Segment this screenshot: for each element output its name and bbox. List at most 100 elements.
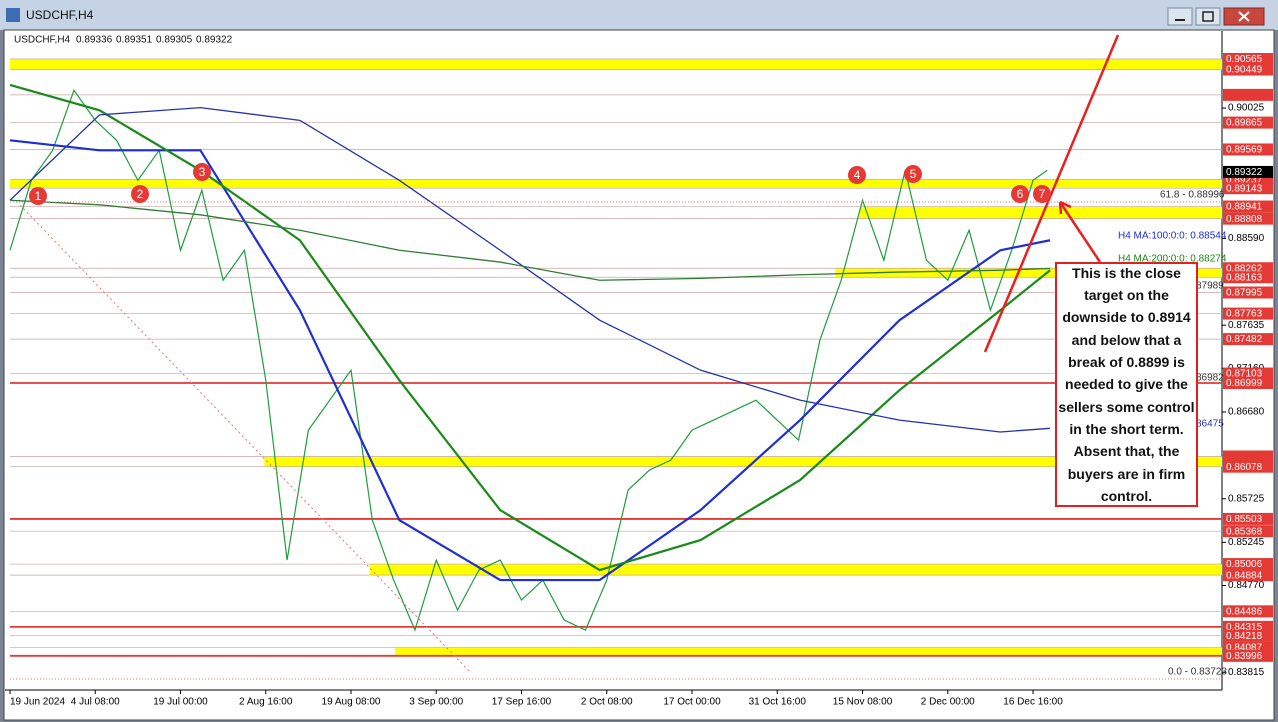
markers: 1 2 3 4 5 6 7 — [29, 163, 1051, 205]
marker-circle — [1011, 185, 1029, 203]
support-zone — [395, 647, 1222, 656]
y-tick-label: 0.85725 — [1228, 493, 1265, 504]
marker-label: 6 — [1017, 187, 1024, 201]
window-buttons[interactable] — [1167, 7, 1265, 26]
level-label: 0.87482 — [1226, 334, 1263, 345]
annotation-box: This is the close target on the downside… — [1055, 262, 1198, 507]
level-label-box — [1223, 569, 1273, 582]
level-label: 0.89143 — [1226, 183, 1263, 194]
level-label: 0.88941 — [1226, 202, 1263, 213]
edge-label: 86982 — [1196, 373, 1224, 384]
y-tick-label: 0.83815 — [1228, 667, 1265, 678]
level-label: 0.90565 — [1226, 54, 1263, 65]
marker-label: 4 — [854, 168, 861, 182]
level-label-box — [1223, 376, 1273, 389]
fib-label: 0.0 - 0.83723 — [1168, 667, 1227, 678]
level-label-box — [1223, 88, 1273, 101]
info-close: 0.89322 — [196, 35, 233, 46]
x-tick-label: 2 Aug 16:00 — [239, 697, 293, 708]
price-line — [9, 89, 1048, 632]
ma-label: H4 MA:200:0:0: 0.88274 — [1118, 254, 1227, 265]
trend-line — [983, 34, 1120, 353]
level-label-box — [1223, 200, 1273, 213]
level-label-box — [1223, 63, 1273, 76]
fib-label: 61.8 - 0.88996 — [1160, 190, 1225, 201]
level-label-box — [1223, 558, 1273, 571]
level-label-box — [1223, 286, 1273, 299]
x-tick-label: 17 Oct 00:00 — [663, 697, 721, 708]
level-label: 0.89569 — [1226, 145, 1263, 156]
level-label-box — [1223, 333, 1273, 346]
level-label-box — [1223, 367, 1273, 380]
level-label-box — [1223, 525, 1273, 538]
x-tick-label: 31 Oct 16:00 — [749, 697, 807, 708]
marker-circle — [29, 187, 47, 205]
price-line — [9, 83, 1051, 572]
marker-circle — [848, 166, 866, 184]
level-label: 0.85006 — [1226, 559, 1263, 570]
info-line: USDCHF,H4 0.89336 0.89351 0.89305 0.8932… — [14, 35, 233, 46]
x-tick-label: 19 Jul 00:00 — [153, 697, 208, 708]
level-label: 0.86999 — [1226, 378, 1263, 389]
level-label: 0.87995 — [1226, 288, 1263, 299]
restore-icon — [1202, 11, 1214, 22]
fib-connector — [19, 204, 471, 673]
marker-label: 3 — [199, 165, 206, 179]
restore-button[interactable] — [1195, 7, 1221, 26]
arrow — [1058, 200, 1102, 263]
x-tick-label: 19 Jun 2024 — [10, 697, 65, 708]
support-zone — [859, 206, 1222, 219]
marker-label: 5 — [910, 167, 917, 181]
level-label-box — [1223, 271, 1273, 284]
marker-circle — [1033, 185, 1051, 203]
ma-label: H4 MA:100:0:0: 0.88544 — [1118, 231, 1227, 242]
price-axis: 0.900250.885900.876350.871600.866800.857… — [9, 52, 1273, 708]
level-label: 0.90449 — [1226, 65, 1263, 76]
support-zone — [10, 179, 1222, 189]
edge-label: 87989 — [1196, 281, 1224, 292]
level-label-box — [1223, 116, 1273, 129]
level-label: 0.87103 — [1226, 369, 1263, 380]
level-label-box — [1223, 307, 1273, 320]
level-label: 0.89237 — [1226, 175, 1263, 186]
current-price-label: 0.89322 — [1226, 167, 1263, 178]
marker-circle — [193, 163, 211, 181]
app-icon — [6, 8, 20, 22]
level-label-box — [1223, 605, 1273, 618]
level-label: 0.84218 — [1226, 631, 1263, 642]
info-low: 0.89305 — [156, 35, 193, 46]
x-tick-label: 4 Jul 08:00 — [71, 697, 120, 708]
title-bar — [0, 0, 1278, 30]
y-tick-label: 0.86680 — [1228, 407, 1265, 418]
level-label: 0.86078 — [1226, 462, 1263, 473]
level-label-box — [1223, 212, 1273, 225]
level-label: 0.83996 — [1226, 651, 1263, 662]
info-open: 0.89336 — [76, 35, 113, 46]
marker-label: 1 — [35, 189, 42, 203]
marker-label: 2 — [137, 187, 144, 201]
level-label: 0.88163 — [1226, 272, 1263, 283]
level-label: 0.84884 — [1226, 570, 1263, 581]
x-tick-label: 2 Oct 08:00 — [581, 697, 633, 708]
level-label: 0.84486 — [1226, 606, 1263, 617]
x-tick-label: 16 Dec 16:00 — [1003, 697, 1063, 708]
info-high: 0.89351 — [116, 35, 153, 46]
level-label-box — [1223, 629, 1273, 642]
y-tick-label: 0.85245 — [1228, 537, 1265, 548]
level-label: 0.87763 — [1226, 309, 1263, 320]
y-tick-label: 0.88590 — [1228, 233, 1265, 244]
x-tick-label: 15 Nov 08:00 — [833, 697, 893, 708]
current-price-box — [1223, 165, 1273, 178]
support-zone — [10, 58, 1222, 70]
level-label: 0.88808 — [1226, 214, 1263, 225]
level-label-box — [1223, 182, 1273, 195]
level-label-box — [1223, 52, 1273, 65]
info-symbol: USDCHF,H4 — [14, 35, 71, 46]
edge-label: 86475 — [1196, 419, 1224, 430]
level-label: 0.88262 — [1226, 263, 1263, 274]
level-label: 0.84087 — [1226, 643, 1263, 654]
minimize-button[interactable] — [1167, 7, 1193, 26]
marker-circle — [904, 165, 922, 183]
x-tick-label: 2 Dec 00:00 — [921, 697, 975, 708]
